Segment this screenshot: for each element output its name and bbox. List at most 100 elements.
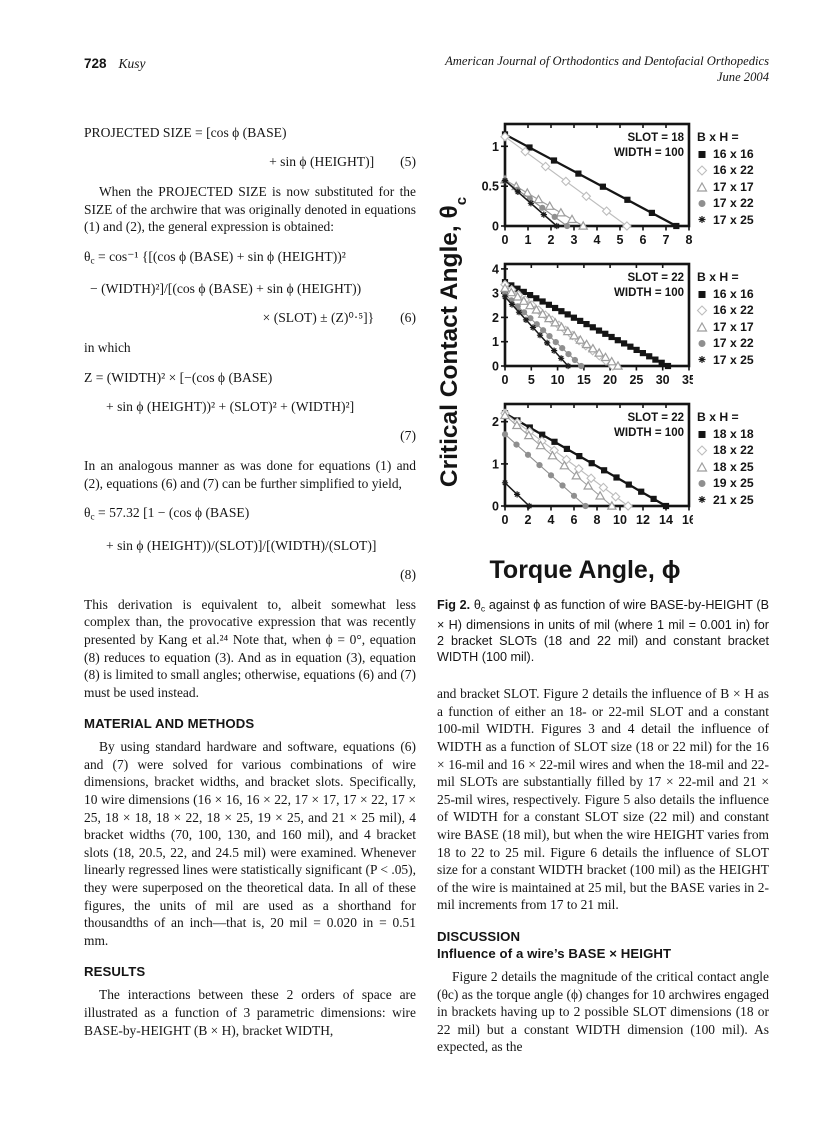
svg-text:10: 10 [551, 373, 565, 387]
triangle-marker-icon [696, 321, 708, 332]
svg-text:25: 25 [629, 373, 643, 387]
figure-caption-label: Fig 2. [437, 598, 471, 612]
svg-text:0: 0 [492, 500, 499, 514]
triangle-marker-icon [696, 461, 708, 472]
legend-chart-1: B x H = 16 x 16 16 x 22 17 x 17 17 x 22 17 x … [695, 118, 769, 258]
right-column: Critical Contact Angle, θc 0 1 2 3 4 5 6 7 8 0 0.5… [437, 112, 769, 1058]
figure-y-axis-label: Critical Contact Angle, θc [437, 118, 477, 554]
legend-title: B x H = [697, 130, 739, 144]
star-marker-icon [698, 356, 706, 364]
svg-text:2: 2 [492, 311, 499, 325]
circle-marker-icon [698, 479, 706, 487]
svg-text:WIDTH = 100: WIDTH = 100 [614, 287, 684, 299]
legend-item: 17 x 17 [695, 319, 769, 335]
legend-item-label: 17 x 17 [713, 179, 754, 194]
svg-text:1: 1 [492, 335, 499, 349]
chart-slot18-width100: 0 1 2 3 4 5 6 7 8 0 0.5 1 SLOT = 18 WIDTH = 100 [477, 118, 693, 258]
legend-item-label: 17 x 25 [713, 352, 754, 367]
svg-text:5: 5 [617, 233, 624, 247]
equation-line: + sin ϕ (HEIGHT)] (5) [269, 154, 416, 169]
paragraph: This derivation is equivalent to, albeit… [84, 596, 416, 700]
figure-legends: B x H = 16 x 16 16 x 22 17 x 17 17 x 22 17 x … [693, 118, 769, 538]
equation-number: (6) [400, 310, 416, 326]
svg-text:2: 2 [492, 415, 499, 429]
legend-item-label: 18 x 22 [713, 443, 754, 458]
equation-line: θc = cos⁻¹ {[(cos ϕ (BASE) + sin ϕ (HEIG… [84, 248, 346, 266]
svg-text:WIDTH = 100: WIDTH = 100 [614, 147, 684, 159]
paragraph: When the PROJECTED SIZE is now substitut… [84, 184, 416, 235]
equation-line: Z = (WIDTH)² × [−(cos ϕ (BASE) [84, 369, 273, 385]
svg-text:SLOT = 22: SLOT = 22 [627, 412, 684, 424]
equation-number: (7) [400, 427, 416, 443]
header-right: American Journal of Orthodontics and Den… [445, 54, 769, 85]
svg-text:6: 6 [640, 233, 647, 247]
svg-text:1: 1 [492, 140, 499, 154]
svg-text:0: 0 [502, 373, 509, 387]
square-marker-icon [698, 430, 706, 438]
svg-text:10: 10 [613, 513, 627, 527]
square-marker-icon [698, 150, 706, 158]
equation-number: (5) [400, 154, 416, 169]
star-marker-icon [698, 216, 706, 224]
svg-text:0.5: 0.5 [482, 180, 499, 194]
equation-5: PROJECTED SIZE = [cos ϕ (BASE) + sin ϕ (… [84, 125, 416, 170]
svg-text:35: 35 [682, 373, 693, 387]
svg-text:2: 2 [525, 513, 532, 527]
legend-title: B x H = [697, 410, 739, 424]
legend-item: 17 x 25 [695, 352, 769, 368]
journal-name: American Journal of Orthodontics and Den… [445, 54, 769, 68]
equation-line: θc = 57.32 [1 − (cos ϕ (BASE) [84, 505, 250, 522]
svg-text:20: 20 [603, 373, 617, 387]
legend-item-label: 17 x 25 [713, 212, 754, 227]
page-number: 728 [84, 56, 107, 71]
legend-item-label: 17 x 17 [713, 319, 754, 334]
svg-text:30: 30 [656, 373, 670, 387]
circle-marker-icon [698, 199, 706, 207]
legend-item-label: 17 x 22 [713, 336, 754, 351]
figure-charts: 0 1 2 3 4 5 6 7 8 0 0.5 1 SLOT = 18 WIDTH = 100 0 5 10 1… [477, 118, 696, 538]
svg-text:15: 15 [577, 373, 591, 387]
triangle-marker-icon [696, 181, 708, 192]
legend-item: 18 x 18 [695, 426, 769, 442]
legend-item-label: 19 x 25 [713, 476, 754, 491]
svg-text:SLOT = 22: SLOT = 22 [627, 272, 684, 284]
equation-number: (8) [400, 566, 416, 582]
svg-text:4: 4 [492, 262, 499, 276]
left-column: PROJECTED SIZE = [cos ϕ (BASE) + sin ϕ (… [84, 112, 416, 1041]
svg-text:12: 12 [636, 513, 650, 527]
running-author: Kusy [118, 56, 146, 71]
legend-item: 18 x 25 [695, 459, 769, 475]
legend-item: 19 x 25 [695, 475, 769, 491]
svg-text:8: 8 [594, 513, 601, 527]
svg-text:1: 1 [492, 457, 499, 471]
equation-line: (8) [84, 567, 416, 583]
svg-text:0: 0 [492, 220, 499, 234]
legend-item: 21 x 25 [695, 492, 769, 508]
legend-item-label: 18 x 18 [713, 427, 754, 441]
equation-line: × (SLOT) ± (Z)⁰·⁵]} (6) [262, 310, 416, 326]
figure-2: Critical Contact Angle, θc 0 1 2 3 4 5 6 7 8 0 0.5… [437, 118, 769, 554]
legend-chart-3: B x H = 18 x 18 18 x 22 18 x 25 19 x 25 21 x … [695, 398, 769, 538]
journal-issue: June 2004 [716, 69, 769, 84]
svg-text:2: 2 [548, 233, 555, 247]
svg-text:WIDTH = 100: WIDTH = 100 [614, 427, 684, 439]
chart-slot22-width100-tall-wires: 0 2 4 6 8 10 12 14 16 0 1 2 SLOT = 22 WIDTH = 100 [477, 398, 696, 538]
legend-item: 17 x 22 [695, 335, 769, 351]
equation-line: − (WIDTH)²]/[(cos ϕ (BASE) + sin ϕ (HEIG… [90, 281, 362, 297]
legend-item-label: 16 x 16 [713, 287, 754, 301]
svg-text:SLOT = 18: SLOT = 18 [627, 132, 684, 144]
legend-title: B x H = [697, 270, 739, 284]
equation-line: (7) [84, 428, 416, 444]
equation-6: θc = cos⁻¹ {[(cos ϕ (BASE) + sin ϕ (HEIG… [84, 249, 416, 327]
section-heading-results: RESULTS [84, 964, 146, 980]
legend-chart-2: B x H = 16 x 16 16 x 22 17 x 17 17 x 22 17 x … [695, 258, 769, 398]
section-heading-discussion: DISCUSSION [437, 928, 521, 944]
legend-item: 17 x 17 [695, 179, 769, 195]
paragraph: Figure 2 details the magnitude of the cr… [437, 968, 769, 1055]
svg-text:3: 3 [571, 233, 578, 247]
diamond-marker-icon [696, 165, 708, 176]
legend-item: 17 x 25 [695, 212, 769, 228]
legend-item-label: 16 x 22 [713, 303, 754, 318]
paragraph: in which [84, 340, 131, 356]
